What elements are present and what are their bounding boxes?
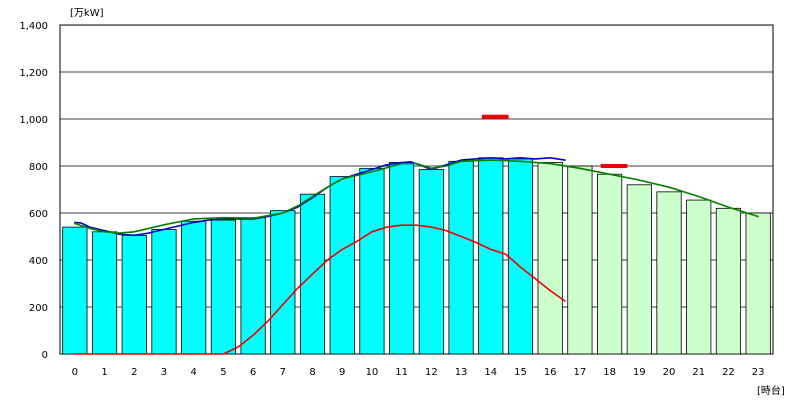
x-tick-label: 22: [722, 367, 735, 378]
plot-area: [59, 24, 774, 355]
x-tick-label: 10: [366, 367, 379, 378]
x-tick-label: 8: [309, 367, 315, 378]
x-tick-label: 15: [514, 367, 527, 378]
demand-lines: [74, 114, 759, 355]
x-tick-label: 6: [250, 367, 256, 378]
demand-bar: [359, 167, 385, 355]
x-tick-label: 20: [663, 367, 676, 378]
green-line: [74, 159, 759, 234]
x-tick-label: 21: [692, 367, 705, 378]
x-tick-label: 4: [191, 367, 197, 378]
x-axis-ticks: 0 1 2 3 4 5 6 7 8 9 10 11 12 13 14 15 16 17 18 19 20 21 22 23: [72, 367, 765, 378]
y-tick-label: 400: [29, 256, 48, 267]
demand-bar: [91, 231, 118, 355]
x-tick-label: 7: [280, 367, 286, 378]
demand-bar: [270, 210, 296, 355]
y-axis-ticks: 0 200 400 600 800 1,000 1,200 1,400: [19, 21, 48, 361]
x-tick-label: 5: [220, 367, 226, 378]
demand-bar: [389, 162, 415, 355]
red-line: [74, 224, 566, 355]
x-tick-label: 1: [101, 367, 107, 378]
x-tick-label: 19: [633, 367, 646, 378]
demand-bar: [151, 229, 177, 355]
demand-bar: [121, 234, 147, 355]
demand-bar: [62, 226, 88, 355]
y-unit-label: [万kW]: [70, 8, 104, 19]
grid-lines: [60, 71, 773, 308]
x-tick-label: 11: [395, 367, 408, 378]
x-tick-label: 3: [161, 367, 167, 378]
x-tick-label: 2: [131, 367, 137, 378]
x-tick-label: 18: [603, 367, 616, 378]
demand-bars: [62, 157, 771, 355]
demand-bar: [418, 169, 444, 355]
x-tick-label: 0: [72, 367, 78, 378]
y-tick-label: 600: [29, 209, 48, 220]
y-tick-label: 0: [42, 350, 48, 361]
demand-bar: [329, 176, 355, 355]
demand-bar: [507, 158, 534, 355]
y-tick-label: 1,000: [19, 115, 48, 126]
x-tick-label: 16: [544, 367, 557, 378]
demand-bar: [478, 157, 504, 355]
demand-bar: [210, 219, 236, 355]
y-tick-label: 1,400: [19, 21, 48, 32]
demand-bar: [656, 191, 682, 355]
x-unit-label: [時台]: [757, 384, 785, 397]
demand-bar: [626, 184, 652, 355]
demand-bar: [745, 212, 771, 355]
demand-bar: [686, 199, 712, 355]
demand-bar: [448, 160, 474, 355]
demand-bar: [567, 165, 593, 355]
x-tick-label: 13: [455, 367, 468, 378]
demand-bar: [715, 207, 742, 355]
x-tick-label: 9: [339, 367, 345, 378]
demand-bar: [597, 173, 623, 355]
x-tick-label: 17: [574, 367, 587, 378]
x-tick-label: 23: [752, 367, 765, 378]
demand-bar: [240, 217, 266, 355]
y-tick-label: 200: [29, 303, 48, 314]
y-tick-label: 800: [29, 162, 48, 173]
demand-bar: [181, 220, 207, 355]
demand-bar: [537, 162, 563, 355]
x-tick-label: 14: [484, 367, 497, 378]
x-tick-label: 12: [425, 367, 438, 378]
y-tick-label: 1,200: [19, 68, 48, 79]
